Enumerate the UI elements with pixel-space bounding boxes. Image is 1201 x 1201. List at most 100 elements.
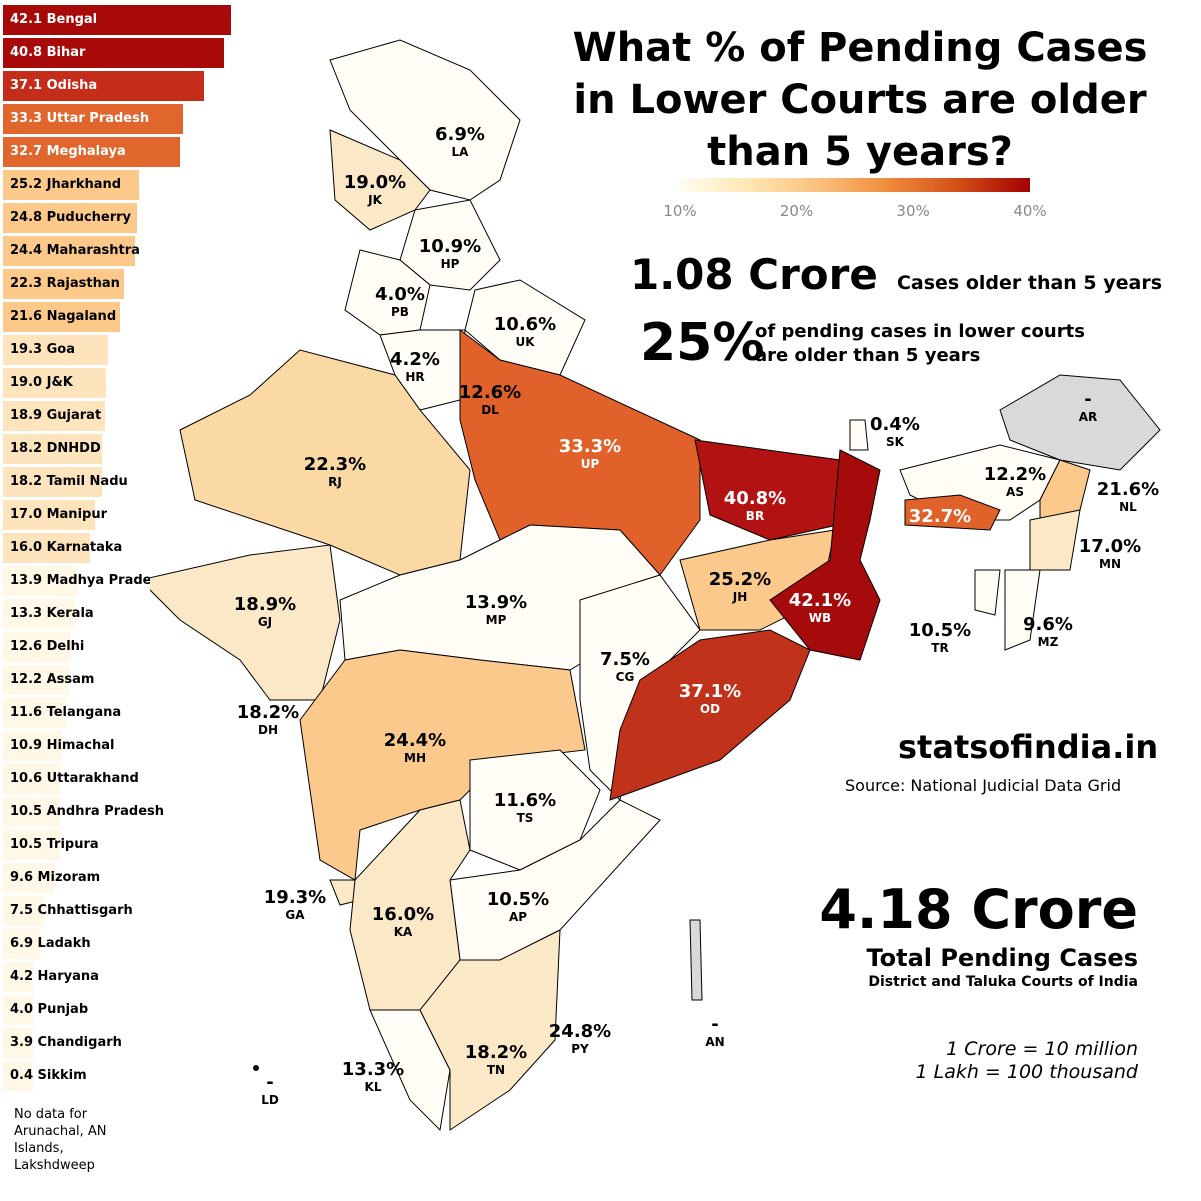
map-label-jh-pct: 25.2% [709, 569, 771, 590]
map-label-tn-code: TN [487, 1063, 505, 1077]
bar-label: 12.6 Delhi [10, 639, 85, 654]
bar-label: 9.6 Mizoram [10, 870, 101, 885]
map-label-hr-code: HR [405, 370, 424, 384]
bar-label: 33.3 Uttar Pradesh [10, 111, 150, 126]
state-kerala [369, 1009, 451, 1132]
state-gujarat [150, 544, 341, 701]
bar-label: 16.0 Karnataka [10, 540, 123, 555]
bar: 37.1 Odisha [3, 71, 204, 101]
bar: 13.3 Kerala [3, 599, 94, 629]
map-label-py-code: PY [571, 1042, 589, 1056]
map-label-ka-code: KA [394, 925, 413, 939]
map-label-dh-code: DH [258, 723, 278, 737]
bar-label: 37.1 Odisha [10, 78, 98, 93]
bar: 10.9 Himachal [3, 731, 114, 761]
map-label-sk-pct: 0.4% [870, 414, 920, 435]
unit-crore: 1 Crore = 10 million [946, 1038, 1138, 1060]
bar: 12.2 Assam [3, 665, 94, 695]
bar-label: 4.2 Haryana [10, 969, 99, 984]
legend-tick: 30% [896, 202, 930, 220]
map-label-jk-pct: 19.0% [344, 172, 406, 193]
no-data-note: No data for Arunachal, AN Islands, Laksh… [14, 1107, 107, 1173]
bar-label: 18.2 Tamil Nadu [10, 474, 128, 489]
state-rajasthan [179, 349, 471, 576]
stat-share-line2: are older than 5 years [755, 345, 981, 366]
map-label-ml-pct: 32.7% [909, 506, 971, 527]
island-andaman [689, 919, 703, 1001]
map-label-dl-pct: 12.6% [459, 382, 521, 403]
map-label-jk-code: JK [367, 193, 382, 207]
state-ladakh [329, 39, 521, 201]
stat-older-text: Cases older than 5 years [896, 272, 1163, 294]
bar-label: 24.8 Puducherry [10, 210, 132, 225]
map-label-pb-code: PB [391, 305, 409, 319]
bar-label: 10.5 Tripura [10, 837, 99, 852]
legend-gradient [680, 178, 1030, 192]
bar: 10.5 Andhra Pradesh [3, 797, 164, 827]
bar: 19.3 Goa [3, 335, 108, 365]
total-number: 4.18 Crore [819, 878, 1138, 941]
total-sub: District and Taluka Courts of India [868, 974, 1138, 990]
map-label-ml-code: ML [930, 527, 950, 541]
map-label-ka-pct: 16.0% [372, 904, 434, 925]
bar: 13.9 Madhya Prades [3, 566, 159, 596]
map-label-an-pct: - [711, 1014, 718, 1035]
map-label-gj-pct: 18.9% [234, 594, 296, 615]
map-label-tn-pct: 18.2% [465, 1042, 527, 1063]
bar-label: 10.6 Uttarakhand [10, 771, 139, 786]
bar: 18.9 Gujarat [3, 401, 106, 431]
unit-note: 1 Crore = 10 million 1 Lakh = 100 thousa… [860, 1038, 1138, 1084]
stat-older-number: 1.08 Crore [630, 250, 878, 299]
map-label-mh-code: MH [404, 751, 426, 765]
bar: 24.8 Puducherry [3, 203, 138, 233]
bar-label: 19.3 Goa [10, 342, 75, 357]
map-label-up-code: UP [581, 457, 600, 471]
stat-share-number: 25% [640, 313, 765, 373]
map-label-br-pct: 40.8% [724, 488, 786, 509]
total-label: Total Pending Cases [866, 944, 1138, 972]
map-label-nl-pct: 21.6% [1097, 479, 1159, 500]
map-label-uk-pct: 10.6% [494, 314, 556, 335]
bar: 32.7 Meghalaya [3, 137, 181, 167]
bar: 6.9 Ladakh [3, 929, 91, 959]
map-label-tr-code: TR [931, 641, 948, 655]
bar: 42.1 Bengal [3, 5, 231, 35]
bar: 10.6 Uttarakhand [3, 764, 139, 794]
map-label-od-code: OD [700, 702, 720, 716]
map-label-hp-code: HP [441, 257, 460, 271]
map-label-ap-pct: 10.5% [487, 889, 549, 910]
bar-label: 12.2 Assam [10, 672, 95, 687]
map-label-ga-pct: 19.3% [264, 887, 326, 908]
legend-tick: 40% [1013, 202, 1047, 220]
bar-label: 32.7 Meghalaya [10, 144, 126, 159]
bar-label: 24.4 Maharashtra [10, 243, 140, 258]
map-label-la-pct: 6.9% [435, 124, 485, 145]
map-label-ar-code: AR [1079, 410, 1098, 424]
source-note: Source: National Judicial Data Grid [845, 776, 1122, 795]
map-label-up-pct: 33.3% [559, 436, 621, 457]
stat-older-cases: 1.08 Crore Cases older than 5 years [630, 250, 1162, 299]
color-legend: 10% 20% 30% 40% [663, 178, 1047, 222]
map-label-mn-code: MN [1099, 557, 1121, 571]
map-label-hr-pct: 4.2% [390, 349, 440, 370]
map-label-kl-code: KL [365, 1080, 382, 1094]
map-label-pb-pct: 4.0% [375, 284, 425, 305]
india-map: 6.9%LA 19.0%JK 10.9%HP 4.0%PB 10.6%UK 4.2%HR 1… [150, 39, 1161, 1132]
state-arunachal [999, 374, 1161, 471]
map-label-rj-code: RJ [328, 475, 342, 489]
map-label-mz-code: MZ [1038, 635, 1059, 649]
map-label-mn-pct: 17.0% [1079, 536, 1141, 557]
map-label-sk-code: SK [886, 435, 905, 449]
state-mizoram [1004, 569, 1041, 651]
bar-label: 25.2 Jharkhand [10, 177, 122, 192]
map-label-cg-pct: 7.5% [600, 649, 650, 670]
stat-share-line1: of pending cases in lower courts [755, 321, 1085, 342]
bar: 10.5 Tripura [3, 830, 99, 860]
bar: 24.4 Maharashtra [3, 236, 140, 266]
map-label-uk-code: UK [515, 335, 535, 349]
map-labels: 6.9%LA 19.0%JK 10.9%HP 4.0%PB 10.6%UK 4.2%HR 1… [234, 124, 1159, 1107]
state-sikkim [849, 419, 869, 451]
bar-label: 0.4 Sikkim [10, 1068, 87, 1083]
map-label-dh-pct: 18.2% [237, 702, 299, 723]
bar: 4.0 Punjab [3, 995, 88, 1025]
